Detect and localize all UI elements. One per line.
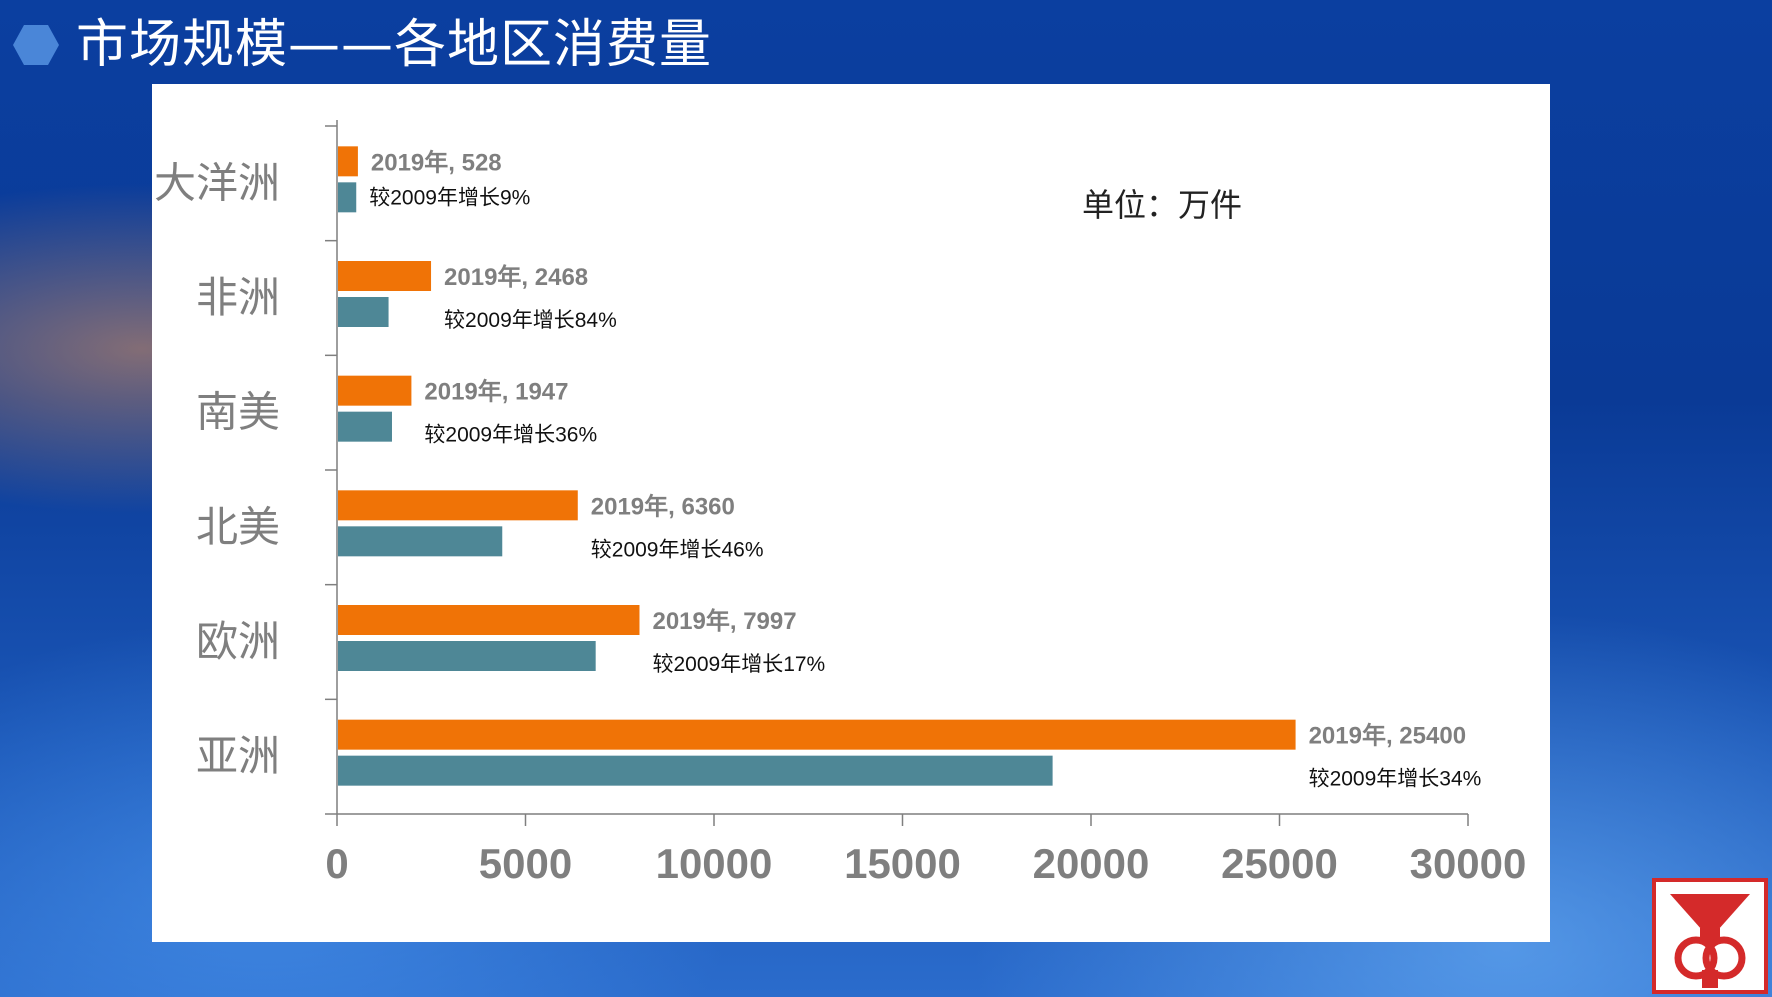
value-label: 2019年, 1947 <box>424 378 568 406</box>
growth-label: 较2009年增长34% <box>1309 768 1482 791</box>
bar-chart: 0 5000 10000 15000 20000 25000 30000 大洋洲 2019年, … <box>154 120 1527 887</box>
growth-label: 较2009年增长36% <box>424 424 597 447</box>
hexagon-icon <box>13 25 59 65</box>
x-tick-label: 25000 <box>1221 840 1338 887</box>
bar-2009 <box>338 755 1053 786</box>
x-tick-label: 30000 <box>1410 840 1527 887</box>
category-label: 非洲 <box>196 273 280 322</box>
growth-label: 较2009年增长46% <box>591 538 764 561</box>
category-label: 亚洲 <box>196 732 280 781</box>
company-logo-icon <box>1652 878 1768 994</box>
title-bar: 市场规模——各地区消费量 <box>0 0 1772 86</box>
value-label: 2019年, 6360 <box>591 492 735 520</box>
bar-2009 <box>338 182 357 213</box>
bar-2019 <box>338 375 412 406</box>
growth-label: 较2009年增长17% <box>652 653 825 676</box>
category-label: 大洋洲 <box>154 158 280 207</box>
x-tick-label: 10000 <box>656 840 773 887</box>
category-label: 南美 <box>196 388 280 437</box>
bar-2019 <box>338 719 1296 750</box>
growth-label: 较2009年增长9% <box>369 186 530 209</box>
x-tick-label: 15000 <box>844 840 961 887</box>
bar-2019 <box>338 261 432 291</box>
category-label: 北美 <box>196 502 280 551</box>
chart-panel: 0 5000 10000 15000 20000 25000 30000 大洋洲 2019年, … <box>152 84 1550 942</box>
bar-2019 <box>338 490 578 521</box>
unit-label: 单位：万件 <box>1082 186 1243 224</box>
x-tick-label: 20000 <box>1033 840 1150 887</box>
growth-label: 较2009年增长84% <box>444 309 617 332</box>
page-title: 市场规模——各地区消费量 <box>76 15 713 75</box>
value-label: 2019年, 25400 <box>1309 722 1466 750</box>
bar-2009 <box>338 411 392 442</box>
bar-2009 <box>338 297 389 327</box>
bar-2019 <box>338 146 358 177</box>
bar-2019 <box>338 605 640 635</box>
x-tick-label: 5000 <box>479 840 572 887</box>
value-label: 2019年, 528 <box>371 148 502 176</box>
value-label: 2019年, 7997 <box>652 607 796 635</box>
value-label: 2019年, 2468 <box>444 263 588 291</box>
bar-2009 <box>338 526 503 557</box>
x-tick-label: 0 <box>325 840 348 887</box>
category-label: 欧洲 <box>196 617 280 666</box>
bar-2009 <box>338 641 596 671</box>
